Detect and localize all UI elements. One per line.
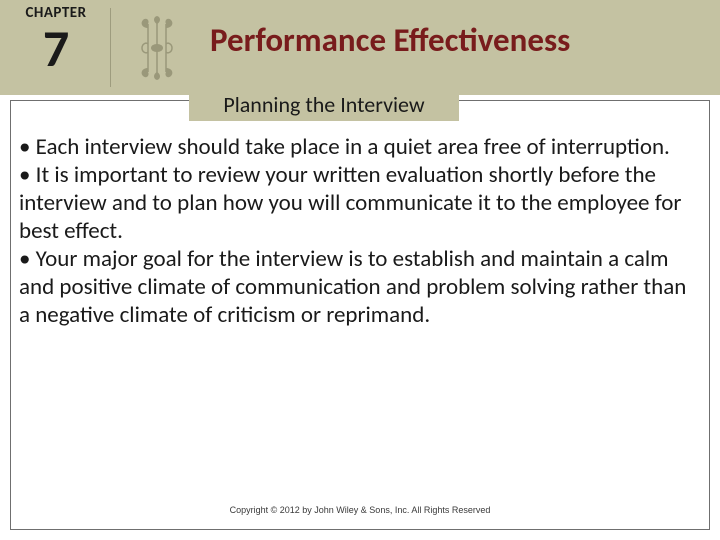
header-band: CHAPTER 7 Performance Effectiveness xyxy=(0,0,720,95)
bullet-text: It is important to review your written e… xyxy=(19,161,681,245)
bullet-text: Your major goal for the interview is to … xyxy=(19,245,686,329)
header-divider xyxy=(110,8,111,87)
bullet-item: • Your major goal for the interview is t… xyxy=(19,245,697,329)
content-frame: Planning the Interview • Each interview … xyxy=(10,100,710,530)
chapter-number: 7 xyxy=(12,24,100,73)
copyright-footer: Copyright © 2012 by John Wiley & Sons, I… xyxy=(11,505,709,515)
chapter-title: Performance Effectiveness xyxy=(210,20,570,60)
bullet-item: • Each interview should take place in a … xyxy=(19,133,697,161)
ornament-icon xyxy=(128,14,186,82)
body-text: • Each interview should take place in a … xyxy=(19,133,697,329)
chapter-box: CHAPTER 7 xyxy=(12,4,100,73)
subtitle-text: Planning the Interview xyxy=(223,91,424,118)
bullet-item: • It is important to review your written… xyxy=(19,161,697,245)
subtitle-box: Planning the Interview xyxy=(189,87,459,121)
bullet-text: Each interview should take place in a qu… xyxy=(36,133,670,161)
